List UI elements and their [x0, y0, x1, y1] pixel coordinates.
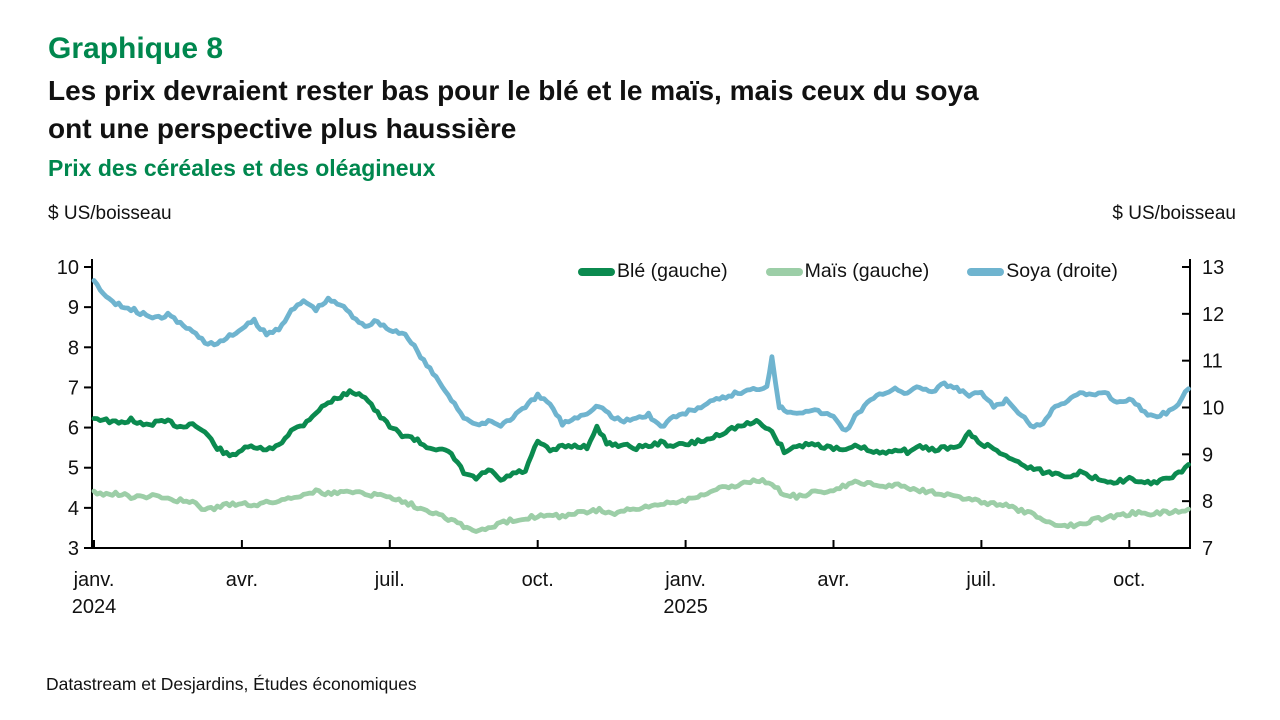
legend-label-ble: Blé (gauche): [617, 260, 728, 282]
series-line-1: [91, 477, 1191, 534]
soya-line-swatch: [967, 267, 1005, 276]
right-axis-tick-label: 7: [1202, 538, 1213, 560]
source-note: Datastream et Desjardins, Études économi…: [46, 674, 417, 694]
x-axis-tick-label: oct.: [522, 569, 554, 591]
chart-number-title: Graphique 8: [48, 32, 224, 65]
left-axis-tick-label: 9: [68, 297, 79, 319]
x-axis-tick-label: oct.: [1113, 569, 1145, 591]
left-axis-tick-label: 8: [68, 337, 79, 359]
headline-line2: ont une perspective plus haussière: [48, 113, 517, 144]
legend-label-soya: Soya (droite): [1006, 260, 1118, 282]
left-axis-tick-label: 5: [68, 458, 79, 480]
chart-header: Graphique 8 Les prix devraient rester ba…: [48, 32, 1238, 182]
chart-headline: Les prix devraient rester bas pour le bl…: [48, 72, 1238, 148]
chart-subtitle: Prix des céréales et des oléagineux: [48, 155, 436, 181]
headline-line1: Les prix devraient rester bas pour le bl…: [48, 75, 979, 106]
left-axis-tick-label: 7: [68, 377, 79, 399]
right-axis-tick-label: 11: [1202, 351, 1223, 373]
right-axis-tick-label: 12: [1202, 304, 1224, 326]
right-axis-tick-label: 9: [1202, 444, 1213, 466]
x-axis-year-label: 2024: [72, 596, 117, 618]
left-axis-tick-label: 10: [57, 257, 79, 279]
mais-line-swatch: [765, 267, 803, 276]
series-line-2: [91, 278, 1191, 433]
left-axis-unit-label: $ US/boisseau: [48, 203, 172, 224]
x-axis-tick-label: juil.: [965, 569, 996, 591]
legend-item-ble: Blé (gauche): [578, 260, 728, 283]
x-axis-tick-label: avr.: [817, 569, 849, 591]
right-axis-tick-label: 8: [1202, 491, 1213, 513]
x-axis-year-label: 2025: [663, 596, 708, 618]
left-axis-tick-label: 6: [68, 418, 79, 440]
series-line-0: [91, 388, 1191, 487]
ble-line-swatch: [578, 267, 615, 276]
x-axis-tick-label: janv.: [73, 569, 115, 591]
chart-legend: Blé (gauche) Maïs (gauche) Soya (droite): [578, 260, 1118, 283]
right-axis-tick-label: 10: [1202, 398, 1224, 420]
legend-item-mais: Maïs (gauche): [765, 260, 930, 283]
legend-item-soya: Soya (droite): [967, 260, 1118, 283]
x-axis-tick-label: janv.: [664, 569, 706, 591]
x-axis-tick-label: avr.: [226, 569, 258, 591]
x-axis-tick-label: juil.: [374, 569, 405, 591]
legend-label-mais: Maïs (gauche): [804, 260, 930, 282]
left-axis-tick-label: 3: [68, 538, 79, 560]
left-axis-tick-label: 4: [68, 498, 79, 520]
right-axis-tick-label: 13: [1202, 257, 1224, 279]
right-axis-unit-label: $ US/boisseau: [1112, 203, 1236, 224]
